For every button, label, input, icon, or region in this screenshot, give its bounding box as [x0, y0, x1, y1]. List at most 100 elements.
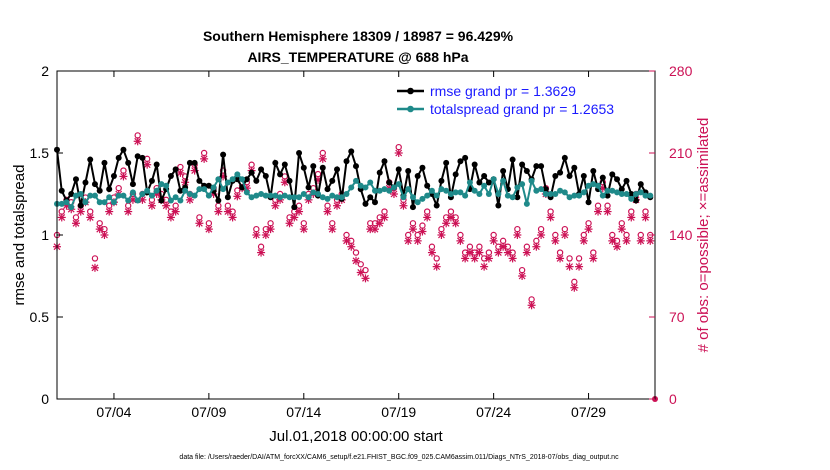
- obs-possible-marker: [514, 225, 521, 233]
- x-tick-label: 07/24: [476, 404, 511, 420]
- obs-assimilated-marker: [342, 236, 351, 245]
- totalspread-marker: [329, 192, 336, 199]
- totalspread-marker: [542, 191, 549, 197]
- totalspread-marker: [220, 186, 227, 193]
- obs-possible-marker: [528, 296, 535, 303]
- rmse-marker: [258, 166, 265, 173]
- rmse-marker: [134, 153, 141, 160]
- rmse-marker: [253, 177, 260, 184]
- plot-area: [53, 132, 658, 402]
- obs-possible-marker: [518, 266, 526, 274]
- obs-possible-marker: [604, 202, 611, 209]
- x-tick-label: 07/29: [571, 404, 606, 420]
- obs-assimilated-marker: [646, 236, 655, 245]
- obs-assimilated-marker: [461, 254, 470, 263]
- totalspread-marker: [642, 192, 649, 199]
- obs-possible-marker: [457, 231, 464, 239]
- totalspread-marker: [87, 192, 94, 199]
- totalspread-marker: [500, 177, 507, 184]
- rmse-marker: [561, 154, 568, 161]
- obs-assimilated-marker: [518, 272, 527, 280]
- chart-title: Southern Hemisphere 18309 / 18987 = 96.4…: [203, 28, 514, 44]
- rmse-marker: [542, 186, 549, 193]
- rmse-marker: [353, 163, 359, 170]
- rmse-marker: [343, 158, 350, 165]
- obs-possible-marker: [447, 208, 455, 215]
- obs-possible-marker: [300, 220, 307, 227]
- totalspread-marker: [609, 187, 616, 194]
- obs-assimilated-marker: [233, 192, 242, 201]
- obs-assimilated-marker: [195, 219, 204, 228]
- totalspread-marker: [153, 187, 160, 194]
- rmse-marker: [433, 202, 440, 209]
- totalspread-marker: [590, 181, 597, 188]
- totalspread-marker: [229, 176, 236, 183]
- totalspread-marker: [438, 186, 445, 193]
- obs-assimilated-marker: [641, 213, 650, 222]
- obs-assimilated-marker: [394, 149, 403, 157]
- totalspread-marker: [296, 194, 303, 201]
- obs-assimilated-marker: [266, 225, 275, 234]
- obs-possible-marker: [561, 225, 569, 233]
- obs-assimilated-marker: [86, 213, 95, 222]
- legend-rmse-marker: [407, 87, 414, 95]
- totalspread-marker: [424, 192, 431, 199]
- obs-possible-marker: [556, 249, 564, 256]
- obs-assimilated-marker: [418, 227, 427, 236]
- obs-possible-marker: [609, 231, 616, 239]
- totalspread-marker: [115, 192, 122, 199]
- obs-possible-marker: [224, 202, 232, 209]
- obs-possible-marker: [319, 149, 326, 157]
- rmse-marker: [443, 159, 450, 166]
- totalspread-marker: [395, 181, 402, 188]
- totalspread-marker: [319, 194, 326, 201]
- obs-possible-marker: [409, 220, 417, 227]
- rmse-marker: [618, 186, 625, 193]
- totalspread-marker: [595, 182, 602, 189]
- obs-possible-marker: [433, 255, 440, 262]
- rmse-marker: [395, 166, 402, 173]
- totalspread-marker: [91, 192, 98, 199]
- totalspread-marker: [82, 199, 89, 206]
- totalspread-marker: [277, 194, 284, 201]
- obs-assimilated-marker: [437, 231, 446, 239]
- rmse-marker: [523, 168, 530, 175]
- totalspread-marker: [371, 187, 378, 194]
- obs-assimilated-marker: [389, 190, 398, 198]
- rmse-marker: [286, 177, 293, 184]
- rmse-marker: [248, 169, 255, 176]
- obs-assimilated-marker: [223, 207, 232, 216]
- rmse-marker: [72, 176, 79, 183]
- rmse-marker: [509, 156, 516, 163]
- obs-assimilated-marker: [295, 207, 304, 216]
- totalspread-marker: [101, 199, 108, 206]
- totalspread-marker: [144, 187, 151, 194]
- obs-assimilated-marker: [594, 207, 603, 216]
- obs-possible-marker: [642, 208, 649, 215]
- rmse-marker: [533, 163, 540, 170]
- obs-assimilated-marker: [494, 248, 503, 257]
- totalspread-marker: [272, 192, 279, 199]
- rmse-marker: [500, 168, 507, 175]
- totalspread-marker: [533, 187, 540, 194]
- obs-assimilated-marker: [352, 256, 360, 265]
- obs-possible-marker: [96, 220, 103, 227]
- obs-possible-marker: [87, 208, 94, 215]
- rmse-marker: [414, 172, 421, 179]
- obs-assimilated-marker: [370, 225, 379, 234]
- totalspread-marker: [443, 187, 450, 194]
- obs-possible-marker: [72, 214, 80, 221]
- totalspread-marker: [504, 192, 511, 199]
- rmse-marker: [177, 187, 184, 194]
- obs-possible-marker: [618, 220, 625, 227]
- totalspread-marker: [106, 194, 113, 201]
- obs-assimilated-marker: [261, 231, 270, 239]
- totalspread-marker: [490, 176, 497, 183]
- obs-possible-marker: [585, 220, 592, 227]
- rmse-marker: [58, 187, 65, 194]
- totalspread-marker: [357, 182, 364, 189]
- totalspread-marker: [291, 194, 298, 201]
- left-tick-label: 0: [41, 391, 49, 407]
- totalspread-marker: [239, 176, 246, 183]
- obs-possible-marker: [428, 243, 436, 250]
